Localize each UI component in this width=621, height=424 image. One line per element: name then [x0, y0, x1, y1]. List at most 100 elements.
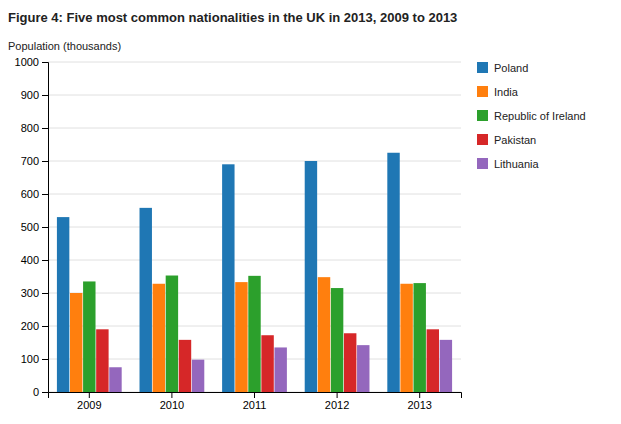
x-tick-label: 2009	[77, 399, 101, 411]
legend-swatch	[477, 158, 488, 169]
y-tick-label: 200	[21, 320, 39, 332]
bar	[331, 288, 343, 392]
bar	[427, 329, 439, 392]
y-tick: 100	[21, 353, 48, 365]
y-tick: 900	[21, 89, 48, 101]
y-tick: 800	[21, 122, 48, 134]
y-tick-mark	[42, 359, 48, 360]
y-tick: 0	[33, 386, 48, 398]
legend-label: Pakistan	[494, 134, 536, 146]
y-tick-mark	[42, 293, 48, 294]
legend-item: Poland	[477, 62, 528, 74]
x-tick: 2011	[243, 392, 267, 411]
y-tick: 500	[21, 221, 48, 233]
series	[109, 340, 452, 392]
y-tick: 300	[21, 287, 48, 299]
bar	[357, 345, 369, 392]
legend-item: Lithuania	[477, 158, 540, 170]
bar	[222, 164, 234, 392]
legend-label: India	[494, 86, 519, 98]
bar	[344, 333, 356, 392]
grid-line	[48, 95, 461, 96]
legend-item: India	[477, 86, 519, 98]
bar	[440, 340, 452, 392]
x-tick: 2009	[77, 392, 101, 411]
y-axis: 0 100 200 300 400 500 600 700 800 900 1000	[15, 56, 49, 398]
series	[96, 329, 439, 392]
bar	[274, 347, 286, 392]
x-tick-mark	[171, 392, 172, 398]
x-tick-label: 2012	[325, 399, 349, 411]
y-tick-mark	[42, 95, 48, 96]
x-axis-line	[49, 393, 462, 399]
x-tick-mark	[254, 392, 255, 398]
x-tick-label: 2010	[160, 399, 184, 411]
y-tick-label: 400	[21, 254, 39, 266]
legend-swatch	[477, 110, 488, 121]
bar	[70, 293, 82, 392]
bar	[166, 276, 178, 392]
chart: Figure 4: Five most common nationalities…	[0, 0, 621, 424]
y-tick-mark	[42, 194, 48, 195]
y-tick-label: 900	[21, 89, 39, 101]
y-tick-mark	[42, 326, 48, 327]
y-tick-label: 800	[21, 122, 39, 134]
y-tick-label: 600	[21, 188, 39, 200]
bar	[57, 217, 69, 392]
series	[57, 153, 400, 392]
plot: 0 100 200 300 400 500 600 700 800 900 1000 2009 2010…	[15, 56, 462, 411]
y-tick: 700	[21, 155, 48, 167]
legend-swatch	[477, 86, 488, 97]
y-tick-label: 700	[21, 155, 39, 167]
y-tick-mark	[42, 227, 48, 228]
legend-swatch	[477, 62, 488, 73]
bar	[235, 282, 247, 392]
x-tick-mark	[89, 392, 90, 398]
legend-item: Pakistan	[477, 134, 536, 146]
x-tick-label: 2011	[243, 399, 267, 411]
y-axis-label: Population (thousands)	[8, 40, 121, 52]
bar	[248, 276, 260, 392]
y-tick: 400	[21, 254, 48, 266]
bar	[400, 284, 412, 392]
y-tick-label: 100	[21, 353, 39, 365]
x-tick: 2012	[325, 392, 349, 411]
y-tick: 600	[21, 188, 48, 200]
grid	[48, 62, 461, 392]
legend-label: Poland	[494, 62, 528, 74]
bar	[387, 153, 399, 392]
y-tick-mark	[42, 62, 48, 63]
x-tick: 2010	[160, 392, 184, 411]
bar	[192, 360, 204, 392]
bar	[153, 284, 165, 392]
bar	[83, 281, 95, 392]
y-tick-mark	[42, 128, 48, 129]
x-tick-mark	[337, 392, 338, 398]
x-tick-label: 2013	[407, 399, 431, 411]
y-tick-label: 300	[21, 287, 39, 299]
bar	[140, 208, 152, 392]
bars	[57, 153, 452, 392]
y-axis-line	[42, 63, 49, 393]
series	[70, 277, 413, 392]
x-axis: 2009 2010 2011 2012 2013	[49, 392, 462, 411]
bar	[109, 367, 121, 392]
bar	[318, 277, 330, 392]
bar	[413, 283, 425, 392]
title: Figure 4: Five most common nationalities…	[8, 10, 457, 25]
y-tick-label: 500	[21, 221, 39, 233]
bar	[179, 340, 191, 392]
y-tick-mark	[42, 161, 48, 162]
bar	[261, 335, 273, 392]
y-tick-mark	[42, 260, 48, 261]
y-tick-label: 1000	[15, 56, 39, 68]
bar	[96, 329, 108, 392]
legend-label: Republic of Ireland	[494, 110, 586, 122]
legend-label: Lithuania	[494, 158, 540, 170]
series	[83, 276, 426, 392]
y-tick-label: 0	[33, 386, 39, 398]
grid-line	[48, 128, 461, 129]
x-tick: 2013	[407, 392, 431, 411]
legend-swatch	[477, 134, 488, 145]
bar	[305, 161, 317, 392]
